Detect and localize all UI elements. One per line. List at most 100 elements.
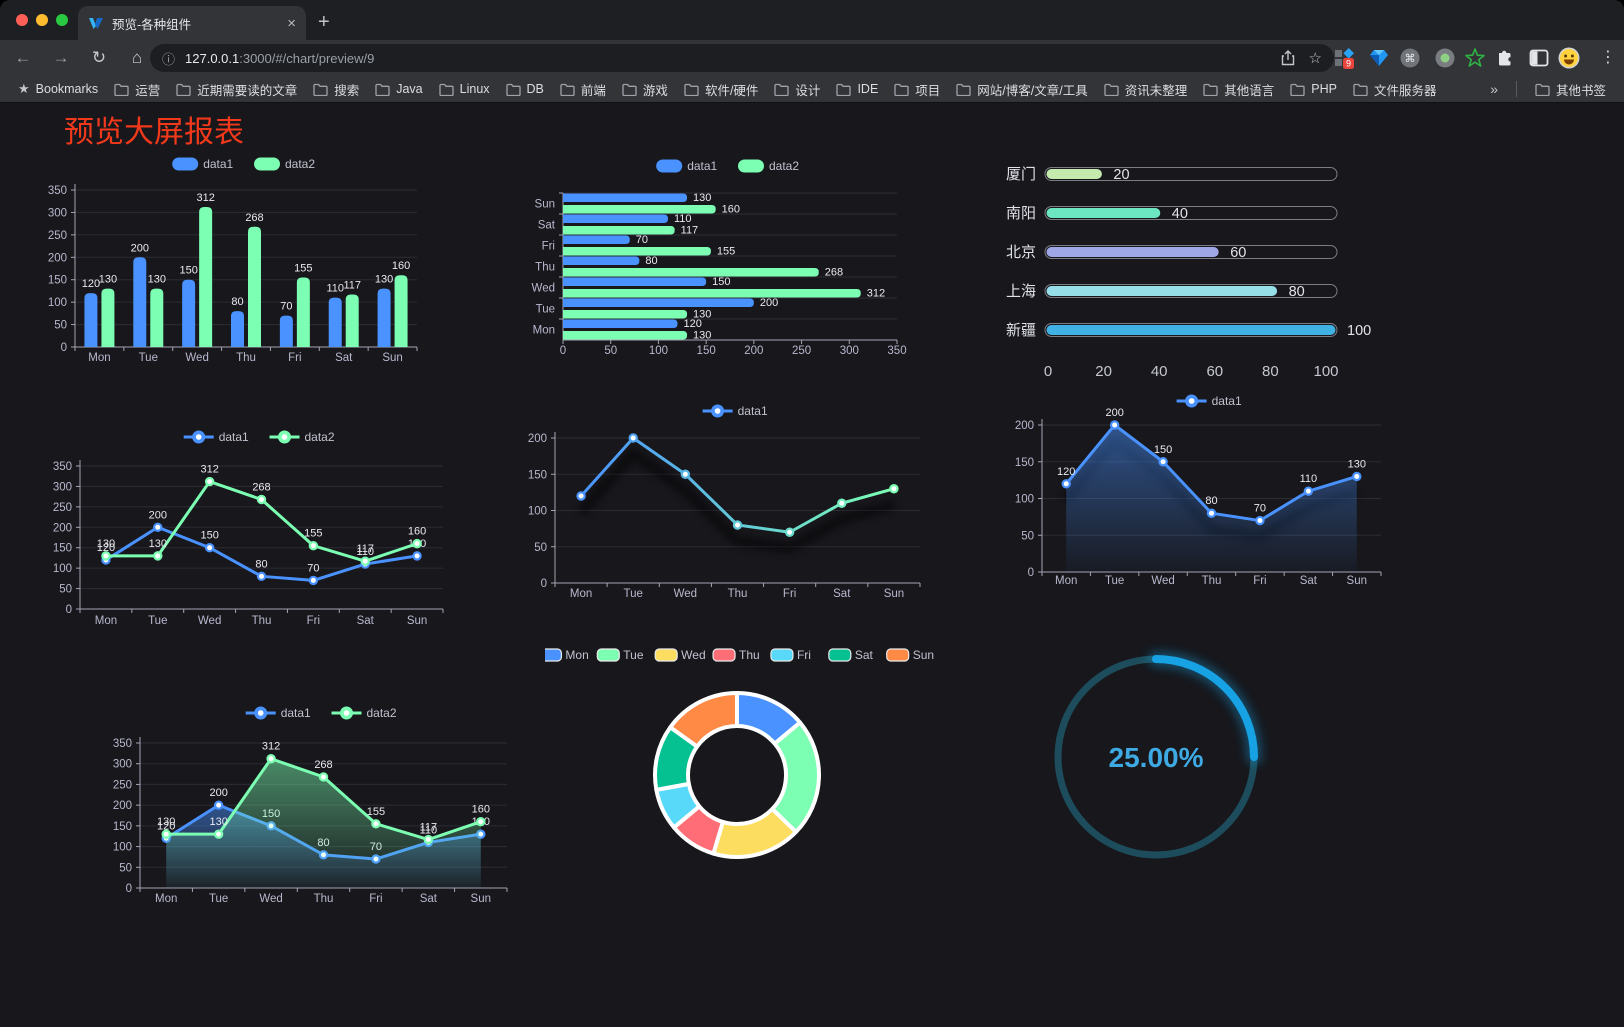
svg-text:120: 120: [157, 820, 175, 832]
window-controls: [16, 14, 68, 26]
bookmark-item[interactable]: 运营: [106, 80, 168, 99]
folder-icon: [836, 83, 852, 96]
svg-text:Tue: Tue: [624, 588, 643, 600]
bookmark-label: 运营: [135, 83, 161, 98]
bookmark-item[interactable]: Linux: [431, 82, 498, 96]
svg-text:0: 0: [61, 342, 67, 354]
address-bar[interactable]: ⓘ 127.0.0.1 :3000/#/chart/preview/9 ☆: [150, 44, 1334, 72]
legend[interactable]: data1 data2: [183, 430, 335, 444]
svg-text:130: 130: [149, 538, 167, 550]
page-title: 预览大屏报表: [64, 116, 244, 149]
bookmark-item[interactable]: DB: [498, 82, 552, 96]
extension-record-icon[interactable]: [1433, 46, 1457, 70]
extensions-puzzle-icon[interactable]: [1493, 46, 1517, 70]
legend[interactable]: data1: [702, 404, 768, 418]
svg-text:200: 200: [131, 242, 149, 254]
bookmark-label: Java: [396, 82, 423, 96]
minimize-window-button[interactable]: [36, 14, 48, 26]
line-series-data1: 120 200 150 80 70 110 130: [97, 509, 426, 586]
svg-text:25.00%: 25.00%: [1109, 742, 1204, 773]
svg-text:150: 150: [1015, 457, 1034, 469]
svg-text:160: 160: [408, 526, 426, 538]
bookmark-item[interactable]: 设计: [766, 80, 828, 99]
bookmark-item[interactable]: 其他语言: [1195, 80, 1282, 99]
svg-text:60: 60: [1230, 245, 1246, 261]
bookmark-star-icon[interactable]: ☆: [1308, 50, 1322, 67]
svg-text:80: 80: [255, 558, 267, 570]
svg-text:350: 350: [48, 185, 67, 197]
bookmark-item[interactable]: 项目: [886, 80, 948, 99]
side-panel-icon[interactable]: [1527, 46, 1551, 70]
bookmark-item[interactable]: PHP: [1282, 82, 1345, 96]
other-bookmarks-button[interactable]: 其他书签: [1527, 80, 1614, 99]
home-icon[interactable]: ⌂: [131, 48, 143, 67]
svg-text:70: 70: [636, 234, 648, 246]
svg-text:Sun: Sun: [913, 648, 934, 662]
svg-text:80: 80: [231, 296, 243, 308]
bookmark-item[interactable]: IDE: [828, 82, 886, 96]
tab-close-icon[interactable]: ×: [287, 14, 296, 32]
forward-icon[interactable]: →: [52, 48, 70, 67]
bookmark-item[interactable]: 软件/硬件: [676, 80, 766, 99]
svg-text:data1: data1: [687, 159, 717, 173]
new-tab-button[interactable]: +: [318, 11, 330, 33]
legend[interactable]: Mon Tue Wed Thu Fri Sat Sun: [545, 648, 934, 662]
svg-text:350: 350: [887, 345, 906, 357]
svg-text:Mon: Mon: [88, 352, 110, 364]
bookmark-item[interactable]: Java: [367, 82, 430, 96]
svg-text:110: 110: [1300, 473, 1318, 485]
bookmark-item[interactable]: 游戏: [614, 80, 676, 99]
close-window-button[interactable]: [16, 14, 28, 26]
svg-text:120: 120: [684, 318, 702, 330]
svg-text:Wed: Wed: [532, 283, 555, 295]
bookmark-item[interactable]: 前端: [552, 80, 614, 99]
line-series-data2: 130 130 312 268 155 117 160: [97, 464, 426, 566]
bookmark-label: PHP: [1311, 82, 1337, 96]
extension-command-icon[interactable]: ⌘: [1398, 46, 1422, 70]
svg-text:Wed: Wed: [681, 648, 705, 662]
folder-icon: [114, 83, 129, 96]
bookmark-item[interactable]: 网站/博客/文章/工具: [948, 80, 1095, 99]
extension-grid-icon[interactable]: 9: [1332, 46, 1356, 70]
extension-star-icon[interactable]: [1463, 46, 1487, 70]
svg-text:Tue: Tue: [1105, 575, 1124, 587]
svg-text:60: 60: [1206, 363, 1223, 380]
url-host: 127.0.0.1: [185, 50, 240, 66]
legend[interactable]: data1 data2: [245, 706, 397, 720]
bookmark-item[interactable]: 文件服务器: [1345, 80, 1445, 99]
browser-menu-icon[interactable]: ⋮: [1600, 49, 1616, 66]
svg-text:130: 130: [693, 330, 711, 342]
svg-text:268: 268: [252, 482, 270, 494]
site-info-icon[interactable]: ⓘ: [162, 51, 176, 67]
back-icon[interactable]: ←: [14, 48, 32, 67]
svg-text:Sat: Sat: [855, 648, 874, 662]
reload-icon[interactable]: ↻: [91, 48, 107, 67]
svg-text:117: 117: [681, 225, 699, 237]
svg-text:data2: data2: [769, 159, 799, 173]
fullscreen-window-button[interactable]: [56, 14, 68, 26]
svg-text:160: 160: [472, 804, 490, 816]
legend[interactable]: data1: [1176, 394, 1242, 408]
bookmarks-overflow-icon[interactable]: »: [1490, 81, 1498, 97]
svg-text:250: 250: [48, 230, 67, 242]
svg-text:150: 150: [179, 265, 197, 277]
bookmark-item[interactable]: ★ Bookmarks: [10, 81, 106, 97]
svg-text:Thu: Thu: [1202, 575, 1222, 587]
browser-tab[interactable]: 预览-各种组件 ×: [78, 6, 306, 40]
svg-text:150: 150: [697, 345, 716, 357]
folder-icon: [313, 83, 328, 96]
bookmark-label: 资讯未整理: [1124, 83, 1188, 98]
bookmark-item[interactable]: 近期需要读的文章: [168, 80, 305, 99]
legend[interactable]: data1 data2: [172, 157, 315, 171]
folder-icon: [505, 83, 521, 96]
share-icon[interactable]: [1281, 50, 1295, 66]
profile-emoji-icon[interactable]: [1557, 46, 1581, 70]
legend[interactable]: data1 data2: [656, 159, 799, 173]
svg-text:Sat: Sat: [420, 893, 438, 905]
extension-gem-icon[interactable]: [1367, 46, 1391, 70]
svg-text:Fri: Fri: [797, 648, 811, 662]
svg-text:150: 150: [712, 276, 730, 288]
svg-text:150: 150: [48, 275, 67, 287]
bookmark-item[interactable]: 搜索: [305, 80, 367, 99]
bookmark-item[interactable]: 资讯未整理: [1096, 80, 1196, 99]
